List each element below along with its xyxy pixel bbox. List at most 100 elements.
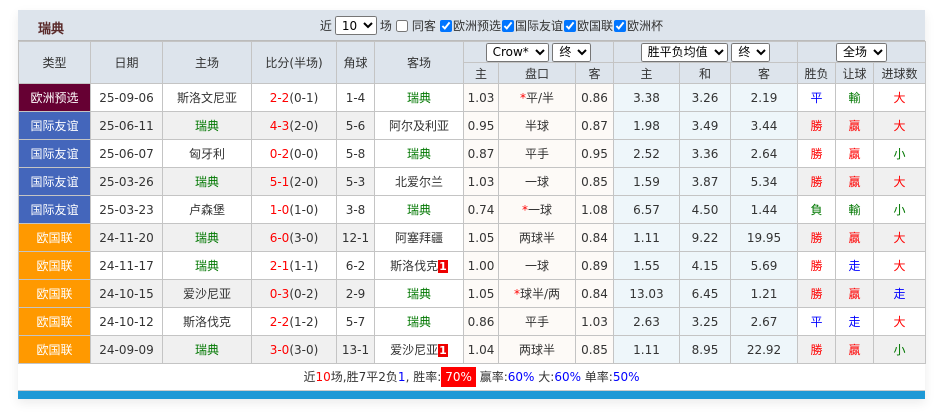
match-type[interactable]: 欧国联 <box>18 223 91 252</box>
away-team[interactable]: 瑞典 <box>374 307 464 336</box>
match-type[interactable]: 欧国联 <box>18 307 91 336</box>
match-type[interactable]: 国际友谊 <box>18 167 91 196</box>
handicap-result: 贏 <box>835 279 874 308</box>
score[interactable]: 6-0(3-0) <box>251 223 337 252</box>
asian-home-odds: 1.04 <box>463 335 499 364</box>
match-type[interactable]: 欧国联 <box>18 279 91 308</box>
away-team-name: 瑞典 <box>406 203 431 217</box>
score[interactable]: 0-3(0-2) <box>251 279 337 308</box>
match-date: 24-10-12 <box>90 307 163 336</box>
home-team[interactable]: 瑞典 <box>162 335 252 364</box>
table-row[interactable]: 欧洲预选 25-09-06 斯洛文尼亚 2-2(0-1) 1-4 瑞典 1.03… <box>18 83 927 112</box>
away-team-name: 瑞典 <box>406 315 431 329</box>
table-row[interactable]: 欧国联 24-11-20 瑞典 6-0(3-0) 12-1 阿塞拜疆 1.05 … <box>18 223 927 252</box>
home-team[interactable]: 斯洛伐克 <box>162 307 252 336</box>
full-score: 0-2 <box>269 146 290 161</box>
away-team[interactable]: 瑞典 <box>374 195 464 224</box>
match-type[interactable]: 国际友谊 <box>18 139 91 168</box>
away-team[interactable]: 北爱尔兰 <box>374 167 464 196</box>
away-team[interactable]: 斯洛伐克1 <box>374 251 464 280</box>
title-bar: 瑞典 近 10 场 同客 欧洲预选 国际友谊 欧国联 欧洲杯 <box>18 10 925 41</box>
col-score: 比分(半场) <box>251 41 337 84</box>
competition-checkbox[interactable] <box>563 19 576 32</box>
match-type[interactable]: 欧国联 <box>18 251 91 280</box>
away-team[interactable]: 瑞典 <box>374 279 464 308</box>
table-row[interactable]: 国际友谊 25-03-26 瑞典 5-1(2-0) 5-3 北爱尔兰 1.03 … <box>18 167 927 196</box>
col-date: 日期 <box>90 41 163 84</box>
home-team[interactable]: 瑞典 <box>162 251 252 280</box>
star-icon: * <box>519 91 526 105</box>
goals-result: 小 <box>872 195 927 224</box>
competition-checkbox[interactable] <box>439 19 452 32</box>
match-type[interactable]: 国际友谊 <box>18 195 91 224</box>
table-row[interactable]: 欧国联 24-10-15 爱沙尼亚 0-3(0-2) 2-9 瑞典 1.05 *… <box>18 279 927 308</box>
table-row[interactable]: 国际友谊 25-03-23 卢森堡 1-0(1-0) 3-8 瑞典 0.74 *… <box>18 195 927 224</box>
table-row[interactable]: 欧国联 24-10-12 斯洛伐克 2-2(1-2) 5-7 瑞典 0.86 平… <box>18 307 927 336</box>
competition-label: 国际友谊 <box>514 19 563 33</box>
table-row[interactable]: 欧国联 24-11-17 瑞典 2-1(1-1) 6-2 斯洛伐克1 1.00 … <box>18 251 927 280</box>
full-score: 4-3 <box>269 118 290 133</box>
match-type[interactable]: 国际友谊 <box>18 111 91 140</box>
away-team[interactable]: 阿塞拜疆 <box>374 223 464 252</box>
asian-line: 两球半 <box>498 223 576 252</box>
recent-count-select[interactable]: 10 <box>334 16 377 35</box>
half-score: (3-0) <box>289 342 319 357</box>
asian-stage-select[interactable]: 终 <box>552 42 592 62</box>
away-team[interactable]: 瑞典 <box>374 139 464 168</box>
handicap-result: 贏 <box>835 167 874 196</box>
eu-company-select[interactable]: 胜平负均值 <box>640 42 728 62</box>
home-team[interactable]: 斯洛文尼亚 <box>162 83 252 112</box>
asian-company-select[interactable]: Crow* <box>485 42 549 62</box>
score[interactable]: 5-1(2-0) <box>251 167 337 196</box>
home-team[interactable]: 瑞典 <box>162 111 252 140</box>
competition-checkbox[interactable] <box>613 19 626 32</box>
away-team[interactable]: 阿尔及利亚 <box>374 111 464 140</box>
score[interactable]: 2-2(1-2) <box>251 307 337 336</box>
same-venue-checkbox[interactable] <box>395 19 408 32</box>
full-score: 2-1 <box>269 258 290 273</box>
full-score: 2-2 <box>269 314 290 329</box>
eu-home-odds: 13.03 <box>613 279 680 308</box>
score[interactable]: 2-1(1-1) <box>251 251 337 280</box>
asian-home-odds: 0.95 <box>463 111 499 140</box>
away-team[interactable]: 瑞典 <box>374 83 464 112</box>
half-score: (1-0) <box>289 202 319 217</box>
asian-line: 半球 <box>498 111 576 140</box>
score[interactable]: 1-0(1-0) <box>251 195 337 224</box>
home-team[interactable]: 匈牙利 <box>162 139 252 168</box>
match-type[interactable]: 欧洲预选 <box>18 83 91 112</box>
eu-stage-select[interactable]: 终 <box>731 42 771 62</box>
table-row[interactable]: 国际友谊 25-06-11 瑞典 4-3(2-0) 5-6 阿尔及利亚 0.95… <box>18 111 927 140</box>
home-team[interactable]: 卢森堡 <box>162 195 252 224</box>
competition-checkbox[interactable] <box>501 19 514 32</box>
asian-line-text: 一球 <box>527 203 552 217</box>
col-handicap: 让球 <box>835 62 874 84</box>
recent-label: 近 <box>319 19 332 33</box>
home-team[interactable]: 爱沙尼亚 <box>162 279 252 308</box>
home-team[interactable]: 瑞典 <box>162 167 252 196</box>
eu-draw-odds: 4.15 <box>679 251 731 280</box>
asian-away-odds: 0.84 <box>575 279 614 308</box>
match-type[interactable]: 欧国联 <box>18 335 91 364</box>
asian-away-odds: 1.08 <box>575 195 614 224</box>
away-team[interactable]: 爱沙尼亚1 <box>374 335 464 364</box>
score[interactable]: 4-3(2-0) <box>251 111 337 140</box>
home-team[interactable]: 瑞典 <box>162 223 252 252</box>
half-score: (0-0) <box>289 146 319 161</box>
eu-away-odds: 2.67 <box>730 307 798 336</box>
eu-draw-odds: 3.25 <box>679 307 731 336</box>
half-score: (1-1) <box>289 258 319 273</box>
asian-home-odds: 1.03 <box>463 167 499 196</box>
col-corner: 角球 <box>336 41 375 84</box>
table-row[interactable]: 国际友谊 25-06-07 匈牙利 0-2(0-0) 5-8 瑞典 0.87 平… <box>18 139 927 168</box>
red-card-badge: 1 <box>438 344 448 357</box>
handicap-result: 走 <box>835 307 874 336</box>
score[interactable]: 3-0(3-0) <box>251 335 337 364</box>
match-date: 25-03-26 <box>90 167 163 196</box>
scope-select[interactable]: 全场 <box>836 42 887 62</box>
score[interactable]: 0-2(0-0) <box>251 139 337 168</box>
score[interactable]: 2-2(0-1) <box>251 83 337 112</box>
asian-home-odds: 1.05 <box>463 279 499 308</box>
full-score: 6-0 <box>269 230 290 245</box>
table-row[interactable]: 欧国联 24-09-09 瑞典 3-0(3-0) 13-1 爱沙尼亚1 1.04… <box>18 335 927 364</box>
